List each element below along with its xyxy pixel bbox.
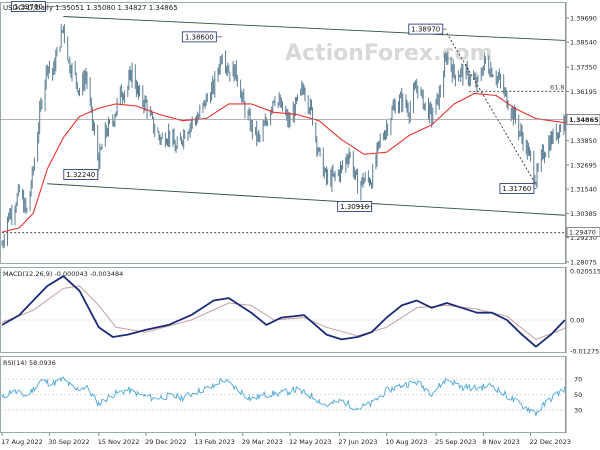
rsi-tick-label: 70	[574, 376, 582, 384]
price-annotation-label: 1.38970	[411, 26, 440, 34]
price-annotation-label: 1.39760	[14, 3, 43, 11]
price-annotation-label: 1.32240	[66, 171, 95, 179]
macd-tick-label: -0.012755	[570, 348, 600, 356]
macd-panel: 0.020515 0.00 -0.012755 MACD(12,26,9) -0.00…	[0, 267, 600, 356]
trend-line	[63, 16, 565, 41]
trend-line	[446, 32, 537, 185]
price-tick-label: 1.33850	[570, 137, 597, 145]
current-price-label: 1.34865	[569, 116, 599, 124]
x-tick-label: 17 Aug 2022	[1, 438, 43, 446]
support-label-box	[566, 227, 600, 237]
x-tick-label: 10 Aug 2023	[386, 438, 428, 446]
rsi-tick-label: 30	[574, 406, 582, 414]
price-annotation-label: 1.30910	[340, 203, 369, 211]
rsi-tick-label: 50	[574, 391, 582, 399]
fib-label: 61.8	[550, 83, 564, 91]
moving-average-line	[1, 92, 565, 233]
x-tick-label: 12 May 2023	[289, 438, 331, 446]
x-axis: 17 Aug 2022 30 Sep 2022 15 Nov 2022 29 Dec …	[1, 433, 571, 446]
x-tick-label: 13 Feb 2023	[194, 438, 234, 446]
price-header: USDCAD,Daily 1.35051 1.35080 1.34827 1.3…	[3, 4, 178, 12]
watermark: ActionForex.com	[285, 41, 493, 66]
price-tick-label: 1.30385	[570, 210, 597, 218]
trend-line	[47, 183, 565, 216]
x-tick-label: 22 Dec 2023	[530, 438, 572, 446]
x-tick-label: 15 Nov 2022	[98, 438, 140, 446]
rsi-header: RSI(14) 58.0936	[3, 359, 56, 367]
price-tick-label: 1.39690	[570, 14, 597, 22]
rsi-panel: 70 50 30 RSI(14) 58.0936	[0, 356, 582, 433]
x-tick-label: 8 Nov 2023	[482, 438, 520, 446]
price-tick-label: 1.28075	[570, 259, 597, 267]
macd-tick-label: 0.020515	[570, 268, 600, 276]
x-tick-label: 29 Mar 2023	[242, 438, 283, 446]
x-tick-label: 25 Sep 2023	[435, 438, 476, 446]
price-panel: ActionForex.com 1.39690 1.38540 1.37350 1.36…	[0, 1, 600, 267]
x-tick-label: 29 Dec 2022	[145, 438, 187, 446]
price-annotation-box	[499, 183, 535, 194]
price-annotation-label: 1.31760	[502, 185, 531, 193]
price-tick-label: 1.32695	[570, 161, 597, 169]
macd-signal-line	[1, 285, 566, 340]
current-price-box	[566, 114, 600, 125]
support-label: 1.29470	[569, 229, 596, 237]
price-annotation-label: 1.38600	[185, 33, 214, 41]
macd-line	[1, 275, 566, 348]
x-tick-label: 30 Sep 2022	[48, 438, 89, 446]
macd-tick-label: 0.00	[570, 316, 584, 324]
x-tick-label: 27 Jun 2023	[338, 438, 377, 446]
price-tick-label: 1.29230	[570, 234, 597, 242]
price-tick-label: 1.37350	[570, 64, 597, 72]
macd-header: MACD(12,26,9) -0.000043 -0.003484	[3, 270, 123, 278]
price-tick-label: 1.31540	[570, 186, 597, 194]
price-tick-label: 1.38540	[570, 39, 597, 47]
rsi-line	[1, 376, 566, 418]
price-tick-label: 1.36195	[570, 88, 597, 96]
